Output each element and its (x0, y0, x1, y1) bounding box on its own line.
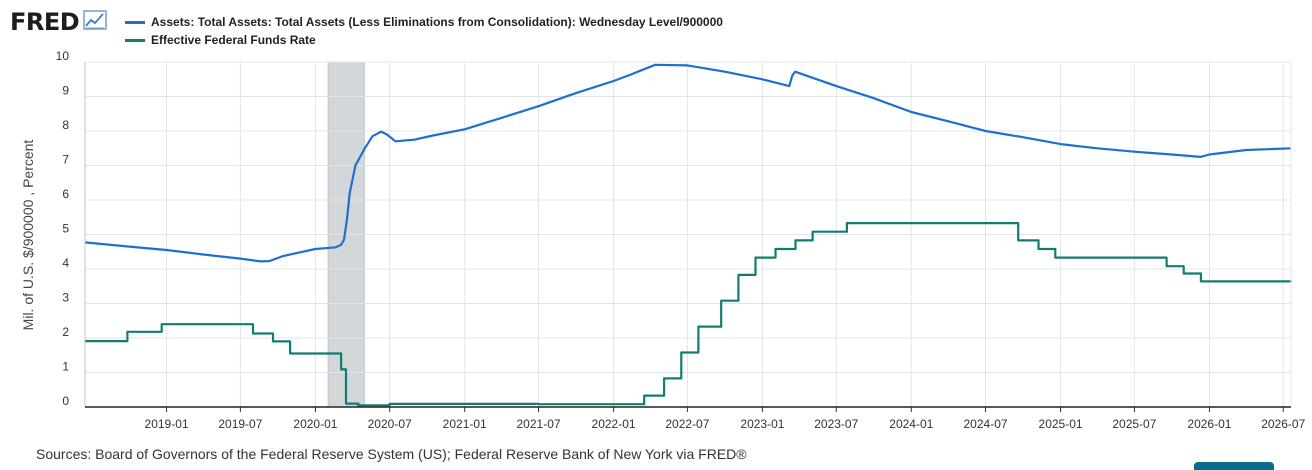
y-tick-8: 8 (62, 118, 69, 132)
logo-text: FRED (10, 8, 80, 36)
legend-swatch-assets (125, 20, 145, 24)
legend-item-assets[interactable]: Assets: Total Assets: Total Assets (Less… (125, 13, 723, 31)
series-layer (84, 63, 1293, 407)
x-tick-2025-07: 2025-07 (1112, 417, 1156, 431)
x-tick-2026-07: 2026-07 (1261, 417, 1305, 431)
x-tick-2025-01: 2025-01 (1039, 417, 1083, 431)
chart-legend: Assets: Total Assets: Total Assets (Less… (125, 13, 723, 49)
line-chart[interactable]: 2019-01 2019-07 2020-01 2020-07 2021-01 2021-… (0, 0, 1312, 440)
x-tick-2020-07: 2020-07 (368, 417, 412, 431)
y-tick-6: 6 (62, 187, 69, 201)
x-tick-2023-01: 2023-01 (740, 417, 784, 431)
legend-item-ffr[interactable]: Effective Federal Funds Rate (125, 31, 723, 49)
x-tick-2022-07: 2022-07 (665, 417, 709, 431)
x-tick-labels: 2019-01 2019-07 2020-01 2020-07 2021-01 2021-… (145, 417, 1306, 431)
y-tick-labels: 0 1 2 3 4 5 6 7 8 9 10 (56, 49, 70, 408)
x-tick-2022-01: 2022-01 (592, 417, 636, 431)
fred-logo[interactable]: FRED (10, 8, 107, 36)
series-line-ffr (85, 222, 1293, 407)
download-button[interactable] (1194, 462, 1274, 470)
x-tick-2024-01: 2024-01 (889, 417, 933, 431)
x-tick-2023-07: 2023-07 (814, 417, 858, 431)
y-tick-9: 9 (62, 84, 69, 98)
y-tick-3: 3 (62, 291, 69, 305)
y-tick-4: 4 (62, 256, 69, 270)
x-tick-2024-07: 2024-07 (964, 417, 1008, 431)
y-tick-10: 10 (56, 49, 70, 63)
chart-line-icon (83, 9, 107, 35)
axis-layer (84, 62, 1292, 408)
legend-label-ffr: Effective Federal Funds Rate (151, 33, 316, 47)
x-tick-2021-01: 2021-01 (443, 417, 487, 431)
legend-label-assets: Assets: Total Assets: Total Assets (Less… (151, 15, 723, 29)
series-line-assets (84, 63, 1292, 263)
x-tick-2019-07: 2019-07 (218, 417, 262, 431)
x-tick-2021-07: 2021-07 (517, 417, 561, 431)
grid-layer (85, 61, 1291, 412)
y-tick-1: 1 (62, 360, 69, 374)
x-tick-2020-01: 2020-01 (293, 417, 337, 431)
y-tick-0: 0 (62, 394, 69, 408)
x-tick-2019-01: 2019-01 (145, 417, 189, 431)
y-axis-label: Mil. of U.S. $/900000 , Percent (20, 140, 36, 331)
x-tick-2026-01: 2026-01 (1187, 417, 1231, 431)
y-tick-2: 2 (62, 325, 69, 339)
sources-footer: Sources: Board of Governors of the Feder… (36, 446, 747, 462)
legend-swatch-ffr (125, 38, 145, 42)
y-tick-7: 7 (62, 153, 69, 167)
y-tick-5: 5 (62, 222, 69, 236)
